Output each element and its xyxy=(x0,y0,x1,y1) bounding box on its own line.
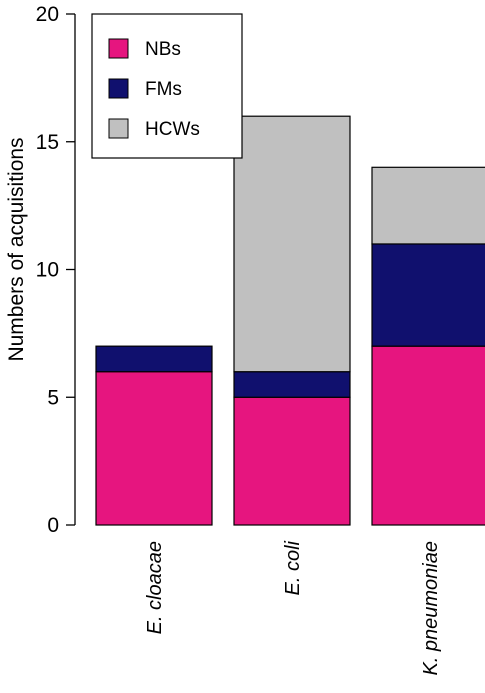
legend: NBs FMs HCWs xyxy=(91,13,243,159)
legend-swatch-nbs xyxy=(108,38,129,59)
legend-swatch-hcws xyxy=(108,118,129,139)
legend-label-hcws: HCWs xyxy=(145,119,200,140)
y-axis-title: Numbers of acquisitions xyxy=(5,137,28,361)
y-tick-label: 20 xyxy=(36,3,59,26)
legend-label-nbs: NBs xyxy=(145,39,181,60)
bar-segment-hcws xyxy=(371,166,485,245)
bar-segment-fms xyxy=(233,371,351,398)
bars xyxy=(95,115,485,526)
bar-segment-nbs xyxy=(233,396,351,526)
legend-label-fms: FMs xyxy=(145,79,182,100)
x-category-label: E. coli xyxy=(282,540,304,595)
y-tick-label: 10 xyxy=(36,259,59,282)
y-tick-label: 5 xyxy=(47,386,59,409)
x-category-label: E. cloacae xyxy=(144,541,166,634)
bar-segment-nbs xyxy=(371,345,485,526)
y-tick-label: 15 xyxy=(36,131,59,154)
bar-segment-fms xyxy=(95,345,213,373)
y-axis: 0 5 10 15 20 xyxy=(36,3,76,537)
legend-swatch-fms xyxy=(108,78,129,99)
bar-segment-hcws xyxy=(233,115,351,373)
y-tick-label: 0 xyxy=(47,514,59,537)
x-category-label: K. pneumoniae xyxy=(420,541,442,676)
bar-segment-nbs xyxy=(95,371,213,526)
bar-segment-fms xyxy=(371,243,485,347)
x-axis-labels: E. cloacae E. coli K. pneumoniae xyxy=(144,540,442,675)
